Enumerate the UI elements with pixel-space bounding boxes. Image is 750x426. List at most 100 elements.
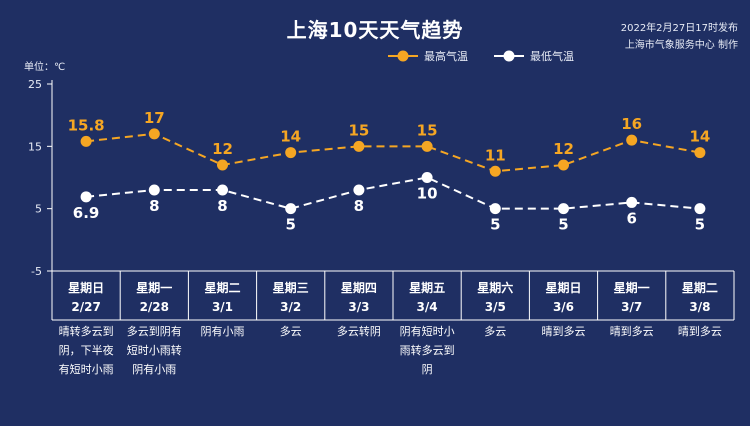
data-point-high: [148, 128, 160, 140]
weekday-label: 星期日: [68, 281, 105, 295]
series-line-low: [85, 176, 700, 210]
legend-item-high: 最高气温: [388, 48, 468, 64]
data-label-high: 14: [280, 128, 301, 146]
weekday-label: 星期四: [340, 281, 377, 295]
series-line-high: [85, 132, 701, 173]
data-label-low: 6: [626, 209, 636, 227]
data-label-low: 6.9: [73, 204, 100, 222]
series-lines: [85, 132, 701, 210]
date-label: 3/6: [552, 300, 575, 314]
day-header: 星期日 2/27: [52, 275, 120, 321]
weather-description: 晴到多云: [541, 325, 586, 338]
data-label-low: 5: [558, 216, 568, 234]
weather-description: 多云转阴: [336, 325, 381, 338]
weekday-label: 星期日: [545, 281, 582, 295]
data-label-high: 15: [417, 121, 438, 139]
weather-description: 阴有短时小雨转多云到阴: [399, 325, 455, 376]
publish-time: 2022年2月27日17时发布: [620, 23, 738, 34]
date-label: 3/2: [280, 300, 302, 314]
data-label-high: 16: [621, 115, 642, 133]
data-label-low: 5: [695, 216, 705, 234]
data-point-low: [285, 203, 297, 215]
legend-low-marker-icon: [494, 50, 524, 62]
data-label-high: 11: [485, 146, 506, 164]
data-point-low: [80, 191, 92, 203]
data-label-low: 5: [490, 216, 500, 234]
day-header: 星期日 3/6: [529, 275, 597, 321]
day-header: 星期六 3/5: [461, 275, 529, 321]
data-label-low: 8: [149, 197, 159, 215]
data-point-high: [217, 159, 228, 171]
y-tick-label: 25: [28, 78, 42, 91]
publisher: 上海市气象服务中心 制作: [624, 40, 738, 51]
data-point-high: [694, 147, 706, 159]
chart-title: 上海10天天气趋势: [286, 18, 464, 42]
data-label-high: 15.8: [68, 116, 105, 134]
day-header: 星期三 3/2: [257, 275, 325, 321]
axis-layer: -5 5 15 25: [28, 78, 735, 321]
data-label-high: 12: [212, 140, 233, 158]
date-label: 2/28: [139, 300, 169, 314]
data-point-low: [148, 184, 160, 196]
weekday-label: 星期一: [136, 281, 173, 295]
data-label-high: 12: [553, 140, 574, 158]
date-label: 2/27: [71, 300, 101, 314]
weekday-label: 星期二: [204, 281, 241, 295]
data-point-high: [353, 140, 365, 152]
legend-high-label: 最高气温: [424, 50, 468, 63]
publish-info: 2022年2月27日17时发布 上海市气象服务中心 制作: [621, 20, 738, 54]
day-header: 星期四 3/3: [325, 275, 393, 321]
weather-description: 晴到多云: [677, 325, 722, 338]
day-header: 星期一 3/7: [598, 275, 666, 321]
data-point-low: [558, 203, 569, 215]
data-label-low: 5: [285, 216, 295, 234]
data-label-high: 17: [144, 109, 165, 127]
data-point-high: [489, 165, 501, 177]
date-label: 3/7: [621, 300, 643, 314]
data-point-high: [626, 134, 638, 146]
data-label-low: 8: [354, 197, 364, 215]
data-label-low: 10: [417, 185, 438, 203]
weekday-label: 星期六: [477, 281, 514, 295]
data-point-high: [421, 140, 433, 152]
day-header: 星期一 2/28: [120, 275, 188, 321]
day-header: 星期二 3/8: [666, 275, 734, 321]
y-tick-label: -5: [31, 265, 42, 278]
data-label-high: 14: [689, 128, 710, 146]
weekday-label: 星期三: [272, 281, 309, 295]
data-label-low: 8: [217, 197, 227, 215]
y-tick-label: 15: [28, 140, 42, 153]
weekday-label: 星期二: [681, 281, 718, 295]
date-label: 3/1: [211, 300, 234, 314]
unit-label: 单位：℃: [24, 62, 66, 73]
data-point-high: [80, 135, 92, 147]
data-point-low: [421, 172, 433, 183]
weather-description: 多云: [279, 325, 302, 338]
date-label: 3/8: [689, 300, 711, 314]
weekday-label: 星期五: [409, 281, 446, 295]
day-header: 星期二 3/1: [188, 275, 256, 321]
y-tick-label: 5: [35, 203, 42, 216]
weekday-label: 星期一: [613, 281, 650, 295]
data-point-low: [694, 203, 706, 215]
day-header: 星期五 3/4: [393, 275, 461, 321]
weather-description: 晴转多云到阴，下半夜有短时小雨: [58, 325, 114, 376]
data-point-low: [353, 184, 365, 196]
data-point-high: [558, 159, 569, 171]
data-point-low: [489, 203, 501, 215]
data-point-high: [285, 147, 297, 159]
date-label: 3/3: [348, 300, 370, 314]
legend-low-label: 最低气温: [530, 50, 574, 63]
weather-description: 阴有小雨: [200, 325, 245, 338]
weather-description: 多云: [484, 325, 507, 338]
legend-item-low: 最低气温: [494, 48, 574, 64]
data-point-low: [217, 184, 228, 196]
weather-description: 晴到多云: [609, 325, 654, 338]
date-label: 3/5: [484, 300, 506, 314]
series-points: [80, 128, 706, 215]
data-label-high: 15: [348, 121, 369, 139]
date-label: 3/4: [416, 300, 438, 314]
data-labels: 15.8 17 12 14 15 15 11 12 16 14 6.9 8 8 5 8 10 5 5 6 5: [68, 109, 711, 234]
legend-high-marker-icon: [388, 50, 418, 62]
data-point-low: [626, 196, 638, 208]
